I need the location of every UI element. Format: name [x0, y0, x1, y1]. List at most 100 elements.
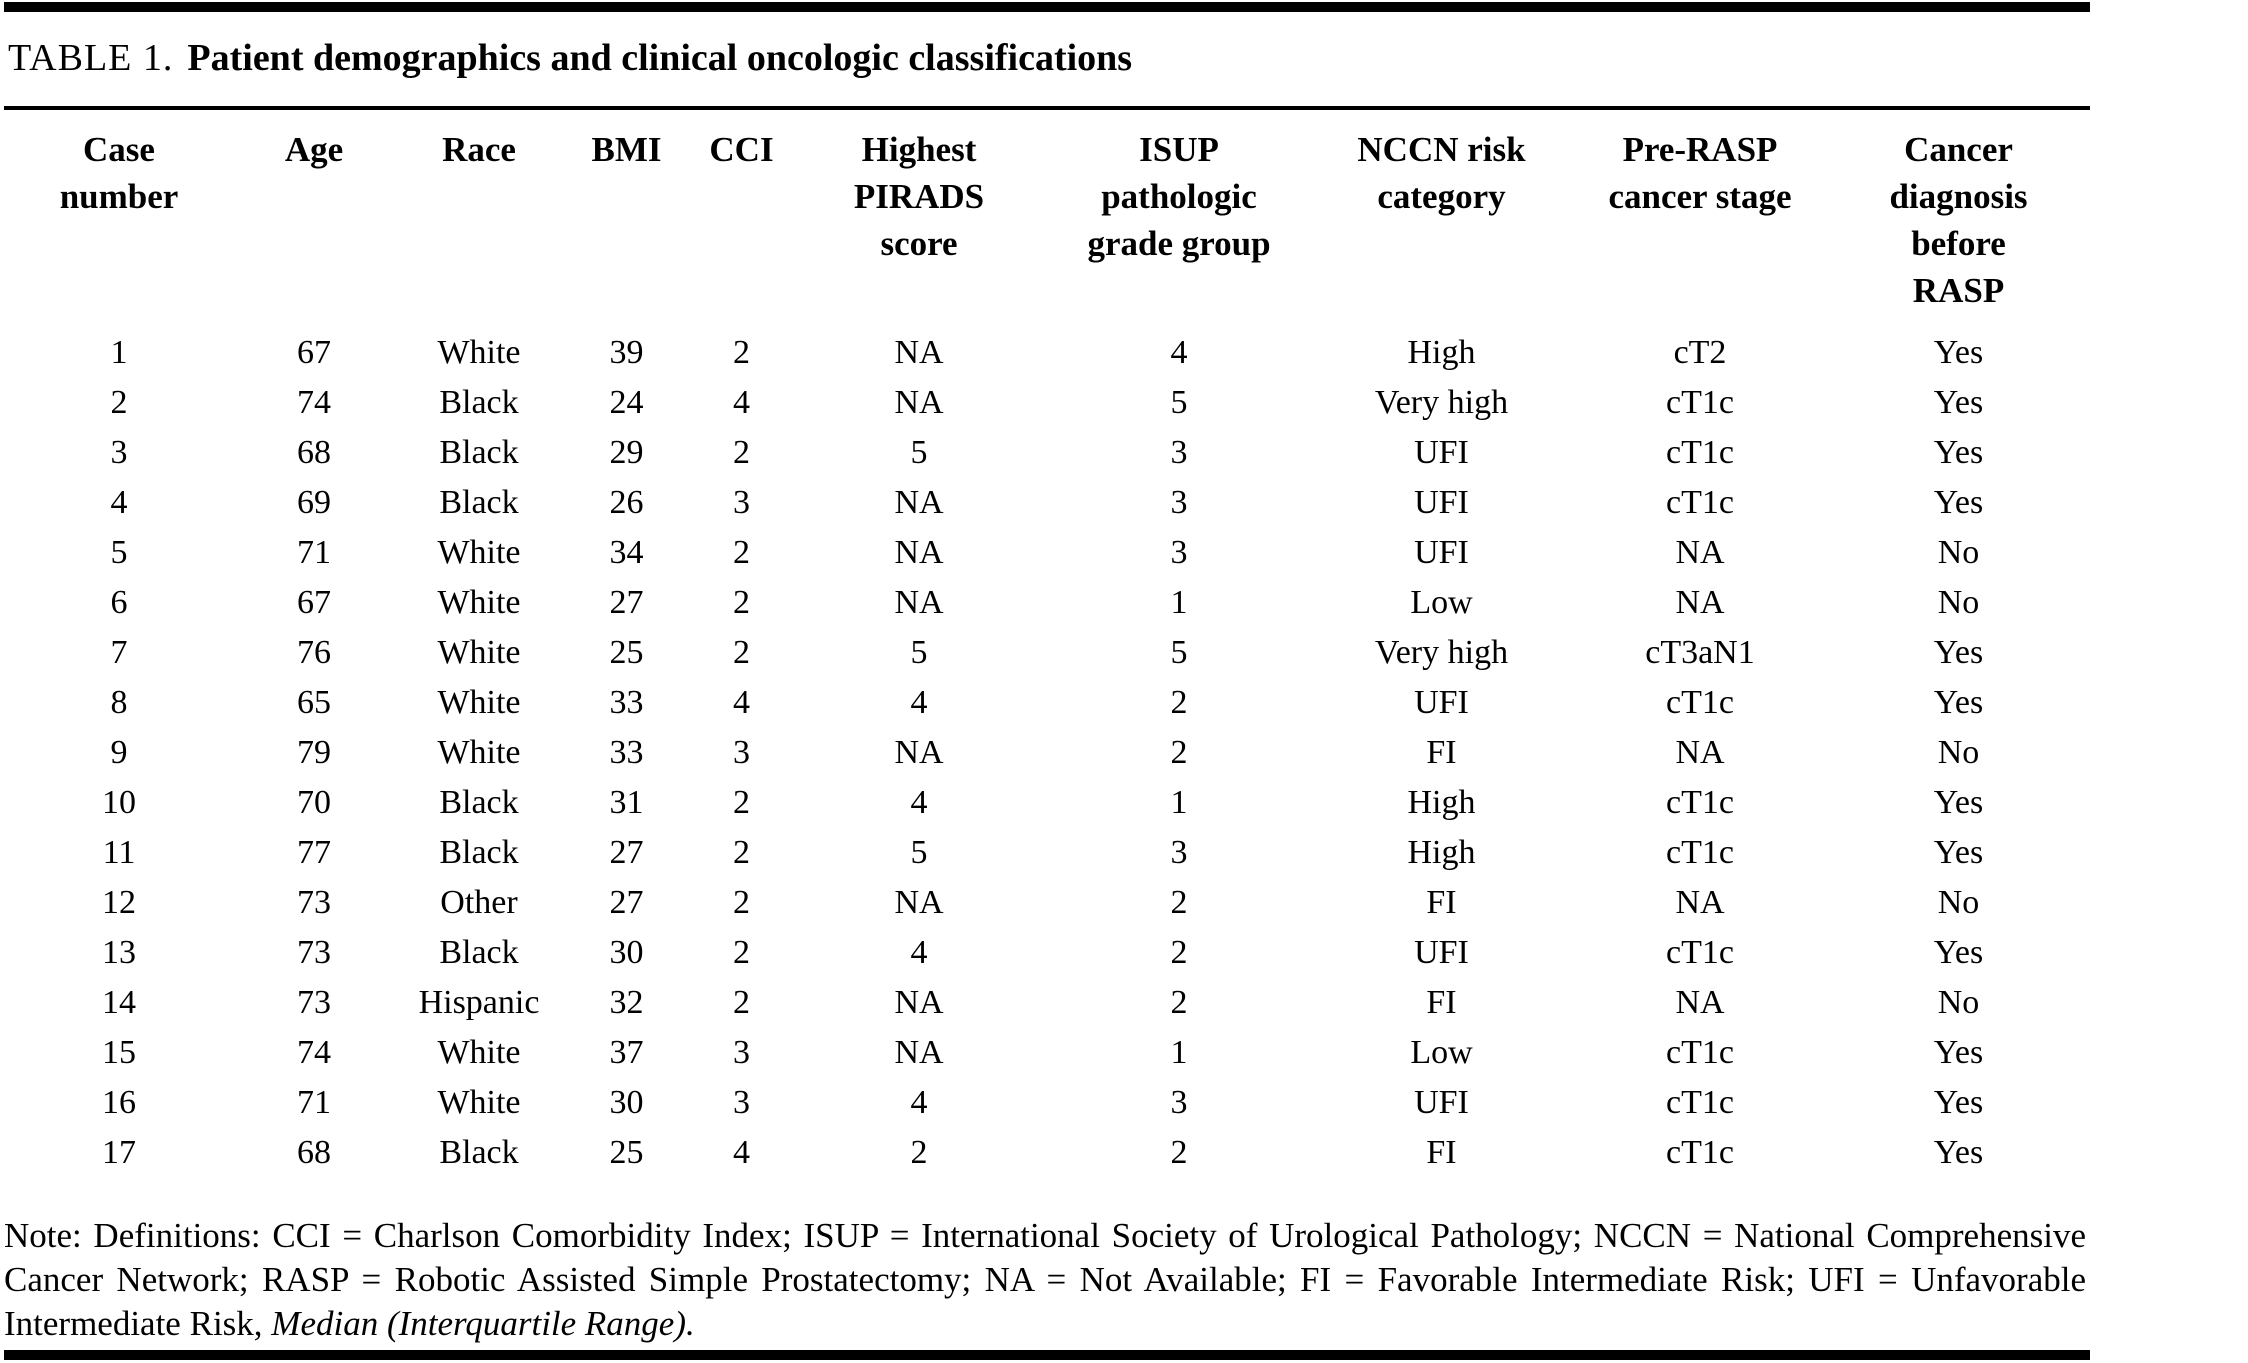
cell-cci: 4: [733, 1134, 750, 1171]
cell-cancer-diagnosis-before-rasp: Yes: [1933, 1034, 1984, 1071]
cell-nccn-risk-category: Very high: [1374, 634, 1509, 671]
cell-isup-pathologic-grade-group: 2: [1170, 984, 1188, 1021]
patient-demographics-table: Case number Age Race BMI CCI Highest PIR…: [4, 110, 2086, 1178]
cell-isup-pathologic-grade-group: 3: [1170, 1084, 1188, 1121]
footnote-italic-text: Median (Interquartile Range).: [271, 1304, 695, 1343]
cell-race: White: [437, 1034, 521, 1071]
cell-case-number: 2: [110, 384, 128, 421]
column-header-label: ISUP pathologic grade group: [1087, 130, 1271, 263]
cell-highest-pirads-score: NA: [894, 534, 944, 571]
cell-isup-pathologic-grade-group: 5: [1170, 384, 1188, 421]
cell-cci: 4: [733, 384, 750, 421]
cell-nccn-risk-category: UFI: [1414, 684, 1469, 721]
cell-pre-rasp-cancer-stage: cT1c: [1666, 384, 1734, 421]
cell-highest-pirads-score: NA: [894, 384, 944, 421]
cell-pre-rasp-cancer-stage: cT1c: [1666, 484, 1734, 521]
cell-highest-pirads-score: NA: [894, 334, 944, 371]
cell-cci: 2: [733, 434, 750, 471]
column-header-label: NCCN risk category: [1357, 130, 1526, 216]
cell-cci: 2: [733, 984, 750, 1021]
table-title-text: Patient demographics and clinical oncolo…: [187, 37, 1133, 79]
cell-nccn-risk-category: UFI: [1414, 534, 1469, 571]
cell-cancer-diagnosis-before-rasp: Yes: [1933, 834, 1984, 871]
cell-case-number: 5: [110, 534, 128, 571]
table-body: 1 67 White 39 2 NA 4 High cT2 Yes 2 74 B…: [4, 328, 2086, 1178]
cell-race: Black: [439, 834, 519, 871]
table-row: 12 73 Other 27 2 NA 2 FI NA No: [4, 878, 2086, 928]
cell-isup-pathologic-grade-group: 2: [1170, 684, 1188, 721]
cell-highest-pirads-score: 5: [910, 834, 928, 871]
footnote: Note: Definitions: CCI = Charlson Comorb…: [4, 1214, 2086, 1346]
column-header-label: Case number: [59, 130, 179, 216]
cell-pre-rasp-cancer-stage: cT1c: [1666, 784, 1734, 821]
cell-bmi: 27: [609, 584, 644, 621]
column-header-cancer-diagnosis-before-rasp: Cancer diagnosis before RASP: [1831, 110, 2086, 328]
table-row: 1 67 White 39 2 NA 4 High cT2 Yes: [4, 328, 2086, 378]
cell-case-number: 12: [102, 884, 136, 921]
cell-isup-pathologic-grade-group: 2: [1170, 1134, 1188, 1171]
cell-cancer-diagnosis-before-rasp: Yes: [1933, 1084, 1984, 1121]
cell-case-number: 9: [110, 734, 128, 771]
cell-nccn-risk-category: FI: [1426, 1134, 1457, 1171]
cell-age: 73: [297, 934, 331, 971]
cell-race: White: [437, 534, 521, 571]
cell-bmi: 33: [609, 684, 644, 721]
cell-race: White: [437, 634, 521, 671]
cell-bmi: 32: [609, 984, 644, 1021]
cell-bmi: 24: [609, 384, 644, 421]
cell-isup-pathologic-grade-group: 1: [1170, 584, 1188, 621]
cell-highest-pirads-score: NA: [894, 584, 944, 621]
cell-cancer-diagnosis-before-rasp: No: [1937, 734, 1980, 771]
cell-highest-pirads-score: 5: [910, 434, 928, 471]
table-row: 9 79 White 33 3 NA 2 FI NA No: [4, 728, 2086, 778]
cell-cancer-diagnosis-before-rasp: No: [1937, 584, 1980, 621]
column-header-highest-pirads-score: Highest PIRADS score: [794, 110, 1044, 328]
cell-bmi: 27: [609, 884, 644, 921]
column-header-bmi: BMI: [564, 110, 689, 328]
column-header-label: CCI: [709, 130, 774, 169]
cell-bmi: 37: [609, 1034, 644, 1071]
table-title: TABLE 1. Patient demographics and clinica…: [8, 35, 2090, 81]
cell-nccn-risk-category: FI: [1426, 734, 1457, 771]
cell-cancer-diagnosis-before-rasp: Yes: [1933, 334, 1984, 371]
table-row: 11 77 Black 27 2 5 3 High cT1c Yes: [4, 828, 2086, 878]
cell-age: 65: [297, 684, 331, 721]
cell-age: 74: [297, 384, 331, 421]
cell-race: Black: [439, 1134, 519, 1171]
cell-age: 77: [297, 834, 331, 871]
footnote-text: Note: Definitions: CCI = Charlson Comorb…: [4, 1216, 2086, 1343]
column-header-race: Race: [394, 110, 564, 328]
column-header-isup-pathologic-grade-group: ISUP pathologic grade group: [1044, 110, 1314, 328]
cell-cci: 2: [733, 834, 750, 871]
column-header-age: Age: [234, 110, 394, 328]
cell-nccn-risk-category: High: [1407, 334, 1476, 371]
cell-bmi: 34: [609, 534, 644, 571]
cell-pre-rasp-cancer-stage: cT1c: [1666, 1134, 1734, 1171]
cell-bmi: 39: [609, 334, 644, 371]
cell-isup-pathologic-grade-group: 3: [1170, 534, 1188, 571]
cell-cci: 2: [733, 934, 750, 971]
table-row: 5 71 White 34 2 NA 3 UFI NA No: [4, 528, 2086, 578]
cell-isup-pathologic-grade-group: 1: [1170, 784, 1188, 821]
cell-highest-pirads-score: 5: [910, 634, 928, 671]
cell-pre-rasp-cancer-stage: cT3aN1: [1645, 634, 1755, 671]
cell-case-number: 3: [110, 434, 128, 471]
cell-bmi: 25: [609, 634, 644, 671]
cell-cci: 2: [733, 334, 750, 371]
cell-age: 79: [297, 734, 331, 771]
cell-nccn-risk-category: High: [1407, 784, 1476, 821]
cell-race: Hispanic: [418, 984, 540, 1021]
table-row: 16 71 White 30 3 4 3 UFI cT1c Yes: [4, 1078, 2086, 1128]
cell-cci: 3: [733, 484, 750, 521]
column-header-label: Cancer diagnosis before RASP: [1889, 130, 2028, 310]
cell-highest-pirads-score: 4: [910, 784, 928, 821]
cell-age: 70: [297, 784, 331, 821]
cell-cci: 3: [733, 734, 750, 771]
cell-highest-pirads-score: 4: [910, 684, 928, 721]
cell-case-number: 16: [102, 1084, 136, 1121]
column-header-case-number: Case number: [4, 110, 234, 328]
table-row: 2 74 Black 24 4 NA 5 Very high cT1c Yes: [4, 378, 2086, 428]
table-row: 3 68 Black 29 2 5 3 UFI cT1c Yes: [4, 428, 2086, 478]
title-rule: [4, 106, 2090, 110]
cell-cci: 2: [733, 584, 750, 621]
